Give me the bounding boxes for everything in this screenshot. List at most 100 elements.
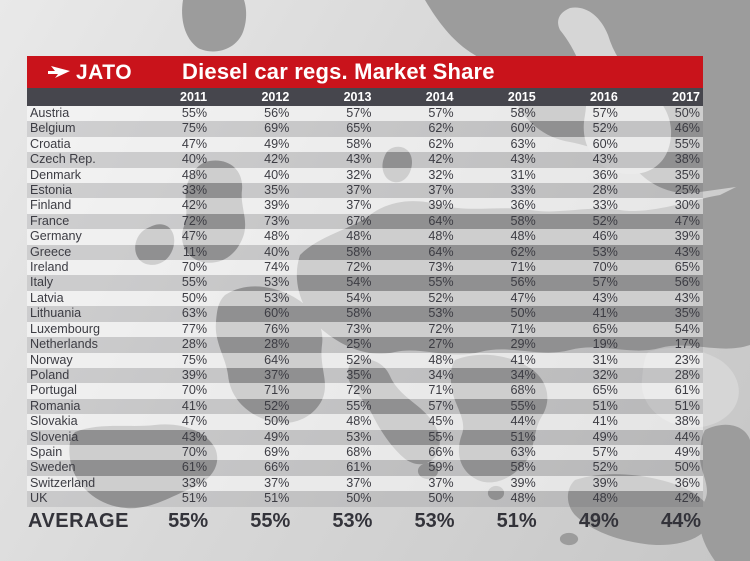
value-cell: 63% xyxy=(181,306,208,321)
value-cell: 75% xyxy=(181,352,208,367)
value-cell: 72% xyxy=(346,383,372,398)
value-cell: 39% xyxy=(264,198,290,213)
table-row: France 72% 73% 67% 64% 58% 52% 47% xyxy=(27,213,703,230)
value-cell: 55% xyxy=(674,136,700,151)
value-cell: 37% xyxy=(264,367,290,382)
value-cell: 61% xyxy=(181,460,208,475)
table-row: Slovenia 43% 49% 53% 55% 51% 49% 44% xyxy=(27,429,703,445)
value-cell: 70% xyxy=(181,260,208,275)
value-cell: 57% xyxy=(592,444,618,459)
country-label: Ireland xyxy=(30,260,69,275)
table-row: Estonia 33% 35% 37% 37% 33% 28% 25% xyxy=(27,183,703,199)
value-cell: 37% xyxy=(346,183,372,198)
value-cell: 19% xyxy=(592,337,618,352)
value-cell: 57% xyxy=(428,106,454,120)
value-cell: 39% xyxy=(181,367,208,382)
value-cell: 33% xyxy=(510,183,536,198)
value-cell: 55% xyxy=(181,106,208,120)
year-header-spacer xyxy=(27,88,128,106)
value-cell: 34% xyxy=(510,367,536,382)
value-cell: 52% xyxy=(592,121,618,136)
value-cell: 40% xyxy=(264,167,290,182)
value-cell: 57% xyxy=(592,106,618,120)
value-cell: 69% xyxy=(264,444,290,459)
value-cell: 64% xyxy=(264,352,290,367)
value-cell: 57% xyxy=(592,275,618,290)
table-row: Slovakia 47% 50% 48% 45% 44% 41% 38% xyxy=(27,414,703,430)
country-label: Luxembourg xyxy=(30,321,101,336)
value-cell: 39% xyxy=(592,475,618,490)
value-cell: 73% xyxy=(264,213,290,228)
value-cell: 38% xyxy=(674,414,700,429)
value-cell: 47% xyxy=(181,229,208,244)
value-cell: 39% xyxy=(674,229,700,244)
country-label: Estonia xyxy=(30,183,73,198)
value-cell: 56% xyxy=(264,106,290,120)
value-cell: 53% xyxy=(346,429,372,444)
map-sicily xyxy=(417,462,439,480)
value-cell: 56% xyxy=(674,275,700,290)
value-cell: 36% xyxy=(674,475,700,490)
table-row: Switzerland 33% 37% 37% 37% 39% 39% 36% xyxy=(27,475,703,492)
table-row: Lithuania 63% 60% 58% 53% 50% 41% 35% xyxy=(27,306,703,322)
value-cell: 27% xyxy=(428,337,454,352)
value-cell: 52% xyxy=(592,460,618,475)
country-label: Portugal xyxy=(30,383,77,398)
value-cell: 61% xyxy=(674,383,700,398)
value-cell: 36% xyxy=(510,198,536,213)
value-cell: 58% xyxy=(346,136,372,151)
country-label: Austria xyxy=(30,106,70,120)
table-row: Romania 41% 52% 55% 57% 55% 51% 51% xyxy=(27,398,703,415)
value-cell: 43% xyxy=(592,152,618,167)
value-cell: 44% xyxy=(510,414,536,429)
value-cell: 63% xyxy=(510,136,536,151)
country-label: Italy xyxy=(30,275,54,290)
table-row: Croatia 47% 49% 58% 62% 63% 60% 55% xyxy=(27,136,703,153)
value-cell: 58% xyxy=(510,460,536,475)
country-label: France xyxy=(30,213,70,228)
country-label: Slovakia xyxy=(30,414,78,429)
average-label: AVERAGE xyxy=(28,510,128,533)
table-row: Denmark 48% 40% 32% 32% 31% 36% 35% xyxy=(27,167,703,184)
value-cell: 43% xyxy=(181,429,208,444)
value-cell: 63% xyxy=(510,444,536,459)
value-cell: 53% xyxy=(264,275,290,290)
value-cell: 37% xyxy=(428,183,454,198)
value-cell: 61% xyxy=(346,460,372,475)
value-cell: 48% xyxy=(264,229,290,244)
value-cell: 65% xyxy=(592,383,618,398)
value-cell: 48% xyxy=(510,229,536,244)
value-cell: 53% xyxy=(592,244,618,259)
value-cell: 28% xyxy=(181,337,208,352)
value-cell: 50% xyxy=(674,460,700,475)
country-label: Latvia xyxy=(30,290,64,305)
value-cell: 73% xyxy=(428,260,454,275)
value-cell: 33% xyxy=(181,475,208,490)
value-cell: 48% xyxy=(510,491,536,506)
value-cell: 32% xyxy=(592,367,618,382)
table-row: Greece 11% 40% 58% 64% 62% 53% 43% xyxy=(27,244,703,261)
value-cell: 11% xyxy=(182,244,208,259)
value-cell: 36% xyxy=(592,167,618,182)
table-row: Czech Rep. 40% 42% 43% 42% 43% 43% 38% xyxy=(27,152,703,168)
average-value-2015: 51% xyxy=(496,510,537,533)
country-label: Lithuania xyxy=(30,306,82,321)
average-value-2013: 53% xyxy=(332,510,373,533)
table-row: Italy 55% 53% 54% 55% 56% 57% 56% xyxy=(27,275,703,291)
country-label: Finland xyxy=(30,198,72,213)
value-cell: 69% xyxy=(264,121,290,136)
value-cell: 51% xyxy=(592,398,618,413)
value-cell: 23% xyxy=(674,352,700,367)
value-cell: 30% xyxy=(674,198,700,213)
value-cell: 17% xyxy=(674,337,700,352)
value-cell: 57% xyxy=(346,106,372,120)
table-row: Germany 47% 48% 48% 48% 48% 46% 39% xyxy=(27,229,703,245)
value-cell: 43% xyxy=(510,152,536,167)
country-label: Denmark xyxy=(30,167,82,182)
value-cell: 37% xyxy=(346,475,372,490)
value-cell: 42% xyxy=(674,491,700,506)
table-row: Spain 70% 69% 68% 66% 63% 57% 49% xyxy=(27,444,703,461)
value-cell: 48% xyxy=(346,229,372,244)
value-cell: 55% xyxy=(346,398,372,413)
value-cell: 43% xyxy=(674,290,700,305)
